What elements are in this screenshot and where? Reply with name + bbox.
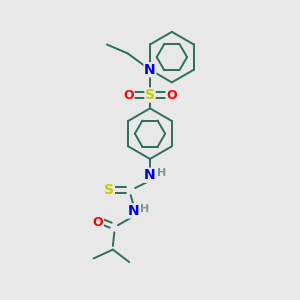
Text: N: N bbox=[128, 204, 140, 218]
Text: S: S bbox=[145, 88, 155, 102]
Text: N: N bbox=[144, 63, 156, 77]
Text: O: O bbox=[166, 88, 177, 101]
Text: N: N bbox=[144, 168, 156, 182]
Text: H: H bbox=[140, 204, 150, 214]
Text: O: O bbox=[93, 216, 103, 229]
Text: H: H bbox=[157, 168, 166, 178]
Text: S: S bbox=[104, 183, 114, 197]
Text: O: O bbox=[123, 88, 134, 101]
